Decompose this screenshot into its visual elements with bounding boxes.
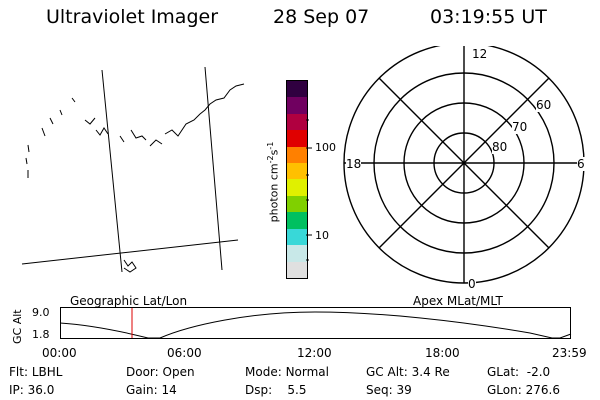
ip-status: IP: 36.0 bbox=[9, 383, 55, 397]
mlt-label-6: 6 bbox=[577, 157, 585, 171]
colorbar-band bbox=[287, 97, 307, 114]
y-tick-9: 9.0 bbox=[32, 306, 50, 319]
colorbar-band bbox=[287, 212, 307, 229]
glon-status: GLon: 276.6 bbox=[487, 383, 560, 397]
lat-label-70: 70 bbox=[512, 120, 528, 134]
colorbar-band bbox=[287, 228, 307, 246]
colorbar-band bbox=[287, 80, 307, 98]
lat-label-60: 60 bbox=[536, 98, 552, 112]
flt-status: Flt: LBHL bbox=[9, 365, 63, 379]
colorbar-tick-10: 10 bbox=[315, 229, 329, 242]
meridian-line-right bbox=[204, 66, 223, 271]
colorbar-band bbox=[287, 113, 307, 131]
geographic-title: Geographic Lat/Lon bbox=[70, 294, 188, 308]
mode-status: Mode: Normal bbox=[245, 365, 329, 379]
colorbar-tick-100: 100 bbox=[315, 141, 336, 154]
dsp-status: Dsp: 5.5 bbox=[245, 383, 307, 397]
apex-title: Apex MLat/MLT bbox=[413, 294, 503, 308]
colorbar-band bbox=[287, 195, 307, 213]
colorbar-band bbox=[287, 130, 307, 147]
x-tick-0000: 00:00 bbox=[42, 346, 77, 360]
colorbar-band bbox=[287, 261, 307, 278]
colorbar-band bbox=[287, 163, 307, 180]
x-tick-2359: 23:59 bbox=[552, 346, 587, 360]
altitude-curve bbox=[60, 311, 572, 339]
seq-status: Seq: 39 bbox=[366, 383, 412, 397]
colorbar-band bbox=[287, 245, 307, 262]
gc-alt-axis-label: GC Alt bbox=[11, 309, 24, 344]
meridian-line-left bbox=[101, 69, 123, 273]
gain-status: Gain: 14 bbox=[126, 383, 177, 397]
geographic-map bbox=[21, 66, 245, 273]
polar-plot bbox=[343, 46, 585, 284]
glat-status: GLat: -2.0 bbox=[487, 365, 551, 379]
colorbar-band bbox=[287, 179, 307, 196]
instrument-title: Ultraviolet Imager bbox=[46, 6, 219, 28]
colorbar-unit-label: photon cm-2s-1 bbox=[266, 141, 281, 223]
colorbar-ticks bbox=[306, 119, 312, 261]
date-label: 28 Sep 07 bbox=[273, 6, 370, 28]
coastline bbox=[25, 83, 245, 273]
orbit-altitude-plot bbox=[60, 307, 572, 339]
door-status: Door: Open bbox=[126, 365, 195, 379]
mlt-label-0: 0 bbox=[468, 277, 476, 291]
colorbar-band bbox=[287, 146, 307, 164]
x-tick-1800: 18:00 bbox=[425, 346, 460, 360]
time-label: 03:19:55 UT bbox=[430, 6, 547, 28]
y-tick-1-8: 1.8 bbox=[32, 328, 50, 341]
gcalt-status: GC Alt: 3.4 Re bbox=[366, 365, 450, 379]
x-tick-1200: 12:00 bbox=[297, 346, 332, 360]
mlt-label-18: 18 bbox=[346, 157, 362, 171]
lat-label-80: 80 bbox=[492, 140, 508, 154]
colorbar bbox=[286, 80, 308, 279]
x-tick-0600: 06:00 bbox=[167, 346, 202, 360]
parallel-line bbox=[21, 239, 239, 265]
mlt-label-12: 12 bbox=[472, 47, 488, 61]
